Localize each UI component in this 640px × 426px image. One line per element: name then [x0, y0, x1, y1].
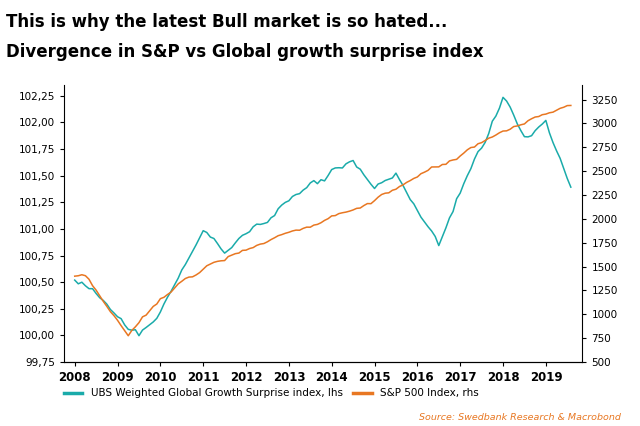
Legend: UBS Weighted Global Growth Surprise index, lhs, S&P 500 Index, rhs: UBS Weighted Global Growth Surprise inde…	[60, 384, 483, 403]
Text: Divergence in S&P vs Global growth surprise index: Divergence in S&P vs Global growth surpr…	[6, 43, 484, 60]
Text: This is why the latest Bull market is so hated...: This is why the latest Bull market is so…	[6, 13, 448, 31]
Text: Source: Swedbank Research & Macrobond: Source: Swedbank Research & Macrobond	[419, 413, 621, 422]
